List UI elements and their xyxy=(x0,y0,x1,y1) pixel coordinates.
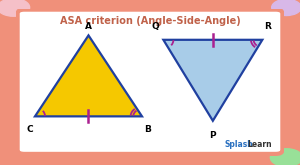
Circle shape xyxy=(272,0,300,16)
Text: ASA criterion (Angle-Side-Angle): ASA criterion (Angle-Side-Angle) xyxy=(60,16,240,26)
Text: B: B xyxy=(144,125,151,134)
Text: P: P xyxy=(209,131,216,140)
Text: A: A xyxy=(85,22,92,31)
Text: Splash: Splash xyxy=(225,140,254,149)
Circle shape xyxy=(270,149,300,165)
Polygon shape xyxy=(35,35,142,116)
Text: Q: Q xyxy=(152,22,159,31)
Polygon shape xyxy=(164,40,262,121)
Text: C: C xyxy=(26,125,33,134)
Circle shape xyxy=(0,0,30,16)
Text: Learn: Learn xyxy=(247,140,272,149)
Text: R: R xyxy=(264,22,271,31)
FancyBboxPatch shape xyxy=(18,10,282,154)
